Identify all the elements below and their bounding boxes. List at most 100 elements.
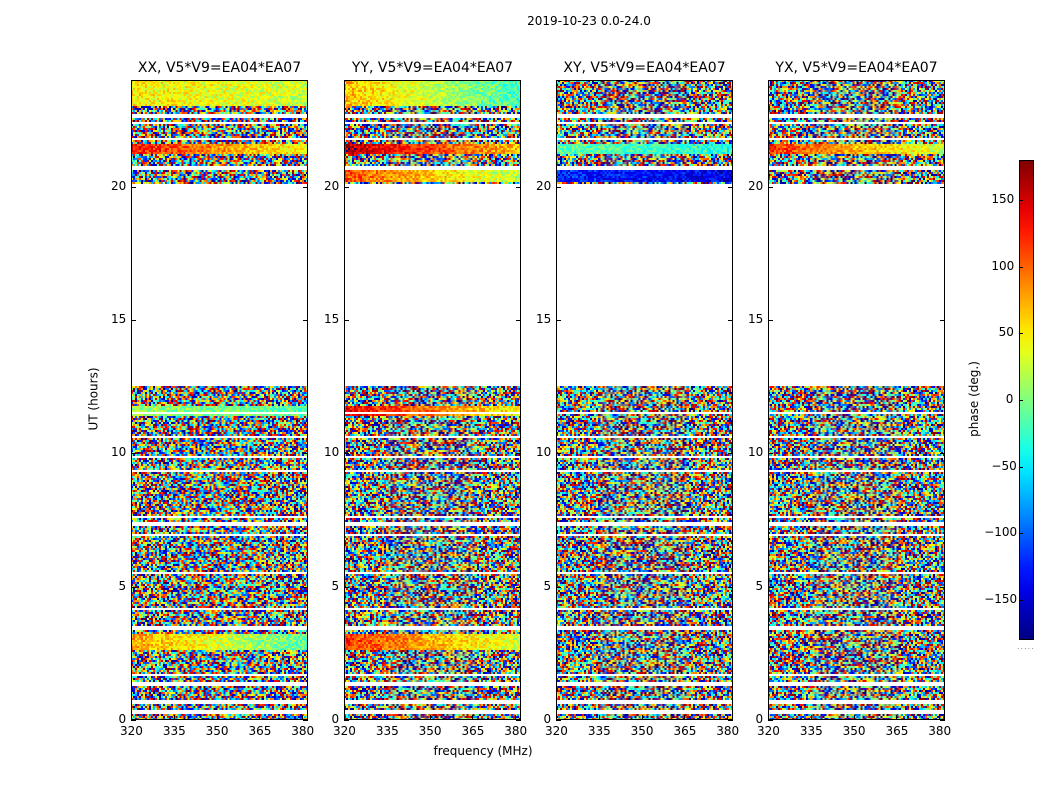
y-tick-label: 15 <box>748 312 764 326</box>
y-tick-mark <box>940 186 945 188</box>
y-tick-label: 10 <box>111 445 127 460</box>
axes-frame-yy <box>344 80 521 720</box>
y-tick-label: 5 <box>118 578 127 593</box>
y-tick-mark <box>768 586 773 588</box>
y-tick-mark <box>768 453 773 455</box>
x-tick-mark <box>344 715 345 720</box>
colorbar-tick-label: −150 <box>984 592 1018 606</box>
y-tick-label: 0 <box>755 712 764 726</box>
y-tick-label: 20 <box>324 178 340 193</box>
x-tick-mark <box>173 715 175 720</box>
y-tick-label: 10 <box>324 445 340 460</box>
y-tick-mark <box>131 720 136 721</box>
axes-frame-xx <box>131 80 308 720</box>
y-tick-mark <box>728 320 733 321</box>
x-tick-label: 320 <box>545 724 568 738</box>
y-tick-mark <box>940 320 945 321</box>
x-tick-mark <box>641 715 643 720</box>
y-tick-mark <box>556 186 561 188</box>
colorbar-tick-label: 100 <box>991 258 1015 273</box>
suptitle: 2019-10-23 0.0-24.0 <box>527 14 651 28</box>
y-tick-mark <box>556 586 561 588</box>
y-tick-mark <box>344 186 349 188</box>
heatmap-xx <box>131 80 308 720</box>
x-tick-label: 320 <box>120 724 143 738</box>
y-tick-mark <box>344 720 349 721</box>
panel-title-xx: XX, V5*V9=EA04*EA07 <box>137 60 302 76</box>
axes-frame-yx <box>768 80 945 720</box>
axes-frame-xy <box>556 80 733 720</box>
y-tick-mark <box>728 586 733 588</box>
colorbar-label: phase (deg.) <box>966 361 981 437</box>
x-tick-label: 335 <box>587 724 611 738</box>
x-axis-label: frequency (MHz) <box>433 744 533 758</box>
heatmap-yx <box>768 80 945 720</box>
y-tick-mark <box>131 586 136 588</box>
x-tick-label: 335 <box>162 724 186 738</box>
y-tick-mark <box>768 720 773 721</box>
x-tick-mark <box>939 715 941 720</box>
x-tick-label: 350 <box>630 724 654 738</box>
x-tick-mark <box>853 715 855 720</box>
y-tick-mark <box>768 186 773 188</box>
y-tick-mark <box>728 720 733 721</box>
colorbar-tick-mark <box>1019 400 1023 401</box>
y-tick-mark <box>344 453 349 455</box>
colorbar-dots: ..... <box>1017 642 1035 651</box>
x-tick-label: 350 <box>418 724 442 738</box>
y-tick-mark <box>303 453 308 455</box>
y-tick-mark <box>131 320 136 321</box>
y-tick-label: 20 <box>536 178 552 193</box>
x-tick-mark <box>598 715 600 720</box>
y-tick-mark <box>556 720 561 721</box>
x-tick-label: 380 <box>716 724 740 738</box>
y-tick-mark <box>940 586 945 588</box>
heatmap-xy <box>556 80 733 720</box>
colorbar-tick-mark <box>1019 600 1023 601</box>
colorbar-tick-label: 150 <box>991 192 1015 206</box>
colorbar-tick-mark <box>1019 533 1023 535</box>
y-tick-mark <box>516 320 521 321</box>
x-tick-label: 365 <box>248 724 272 738</box>
y-tick-mark <box>556 320 561 321</box>
y-tick-label: 15 <box>111 312 127 326</box>
x-tick-label: 380 <box>504 724 528 738</box>
x-tick-label: 365 <box>885 724 909 738</box>
x-tick-label: 365 <box>673 724 697 738</box>
x-tick-label: 350 <box>842 724 866 738</box>
y-tick-mark <box>516 586 521 588</box>
y-tick-label: 0 <box>543 712 552 726</box>
x-tick-label: 320 <box>757 724 780 738</box>
colorbar-tick-label: 0 <box>1005 392 1014 406</box>
y-tick-mark <box>516 453 521 455</box>
y-tick-label: 0 <box>118 712 127 726</box>
x-tick-mark <box>472 715 474 720</box>
y-tick-label: 5 <box>755 578 764 593</box>
x-tick-mark <box>131 715 132 720</box>
x-tick-mark <box>386 715 388 720</box>
y-axis-label: UT (hours) <box>86 367 101 431</box>
y-tick-mark <box>516 186 521 188</box>
x-tick-mark <box>810 715 812 720</box>
y-tick-mark <box>131 186 136 188</box>
y-tick-label: 5 <box>543 578 552 593</box>
colorbar-tick-mark <box>1019 200 1023 201</box>
x-tick-mark <box>727 715 729 720</box>
colorbar-tick-label: 50 <box>998 325 1014 340</box>
x-tick-mark <box>684 715 686 720</box>
colorbar-tick-label: −100 <box>984 525 1018 540</box>
y-tick-label: 15 <box>324 312 340 326</box>
colorbar-tick-mark <box>1019 266 1023 268</box>
x-tick-mark <box>302 715 304 720</box>
y-tick-mark <box>728 453 733 455</box>
x-tick-mark <box>216 715 218 720</box>
y-tick-label: 10 <box>536 445 552 460</box>
y-tick-mark <box>303 320 308 321</box>
x-tick-label: 335 <box>799 724 823 738</box>
y-tick-mark <box>344 586 349 588</box>
y-tick-label: 0 <box>331 712 340 726</box>
x-tick-label: 380 <box>928 724 952 738</box>
x-tick-mark <box>768 715 769 720</box>
y-tick-mark <box>516 720 521 721</box>
x-tick-mark <box>515 715 517 720</box>
